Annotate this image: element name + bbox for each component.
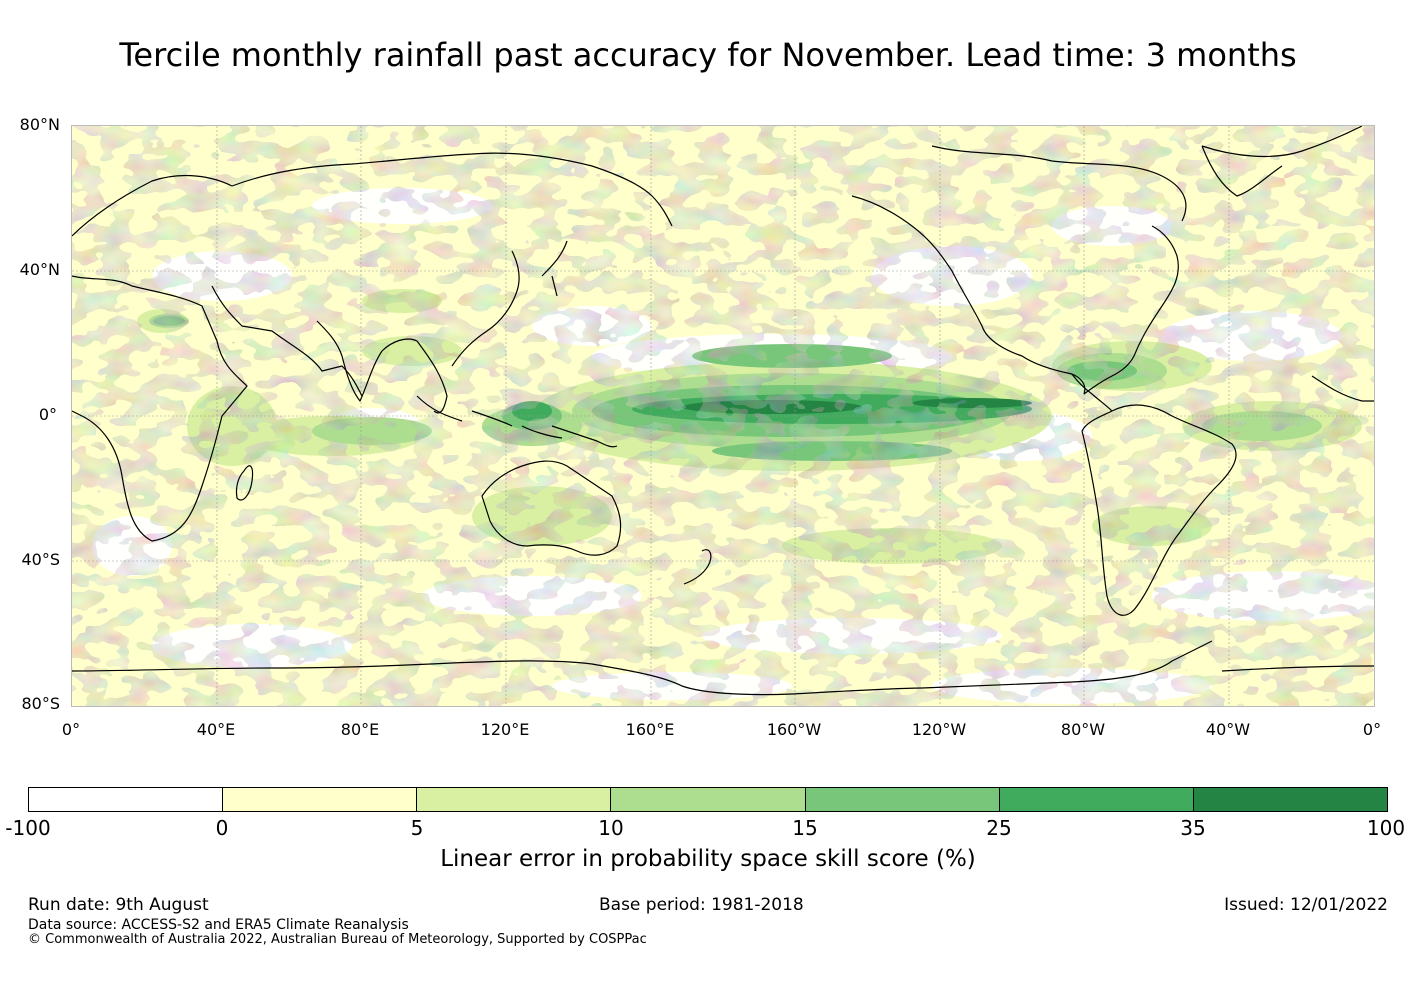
coastline-greenland <box>1201 126 1363 197</box>
graticule <box>72 126 1374 706</box>
coastline-australia <box>481 460 622 556</box>
map-title: Tercile monthly rainfall past accuracy f… <box>119 36 1297 74</box>
skill-score-map <box>71 125 1375 707</box>
colorbar-tick: 10 <box>598 816 624 840</box>
lon-label-120e: 120°E <box>480 720 530 739</box>
colorbar-label: Linear error in probability space skill … <box>440 846 976 872</box>
coastline-canada-arctic <box>931 145 1187 222</box>
colorbar-segment <box>417 788 612 811</box>
colorbar-segment <box>611 788 806 811</box>
colorbar-tick: 5 <box>410 816 424 840</box>
colorbar-tick: -100 <box>5 816 51 840</box>
colorbar-segment <box>29 788 224 811</box>
issued-date: Issued: 12/01/2022 <box>1224 895 1388 915</box>
colorbar-segment <box>805 788 1000 811</box>
lat-label-80n: 80°N <box>19 115 60 134</box>
lat-label-80s: 80°S <box>21 694 60 713</box>
coastline-west-africa-right <box>1311 375 1374 402</box>
lon-label-120w: 120°W <box>911 720 967 739</box>
coastline-central-america <box>1071 373 1113 412</box>
coastlines <box>72 126 1374 696</box>
coastline-japan <box>541 240 568 297</box>
run-date: Run date: 9th August <box>28 895 209 915</box>
coastline-europe-arabia <box>72 174 363 397</box>
base-period: Base period: 1981-2018 <box>599 895 804 915</box>
coastline-asia-north <box>231 152 673 227</box>
colorbar-segment <box>1193 788 1387 811</box>
coastline-north-america-west <box>851 195 1086 395</box>
lon-label-40w: 40°W <box>1205 720 1251 739</box>
coastline-new-zealand <box>683 549 712 585</box>
lon-label-0-right: 0° <box>1362 720 1382 739</box>
data-source: Data source: ACCESS-S2 and ERA5 Climate … <box>28 917 409 933</box>
map-canvas <box>72 126 1374 706</box>
lon-label-160e: 160°E <box>625 720 675 739</box>
colorbar-segment <box>223 788 418 811</box>
colorbar-tick: 35 <box>1180 816 1206 840</box>
lat-label-40n: 40°N <box>19 260 60 279</box>
coastline-indonesia <box>416 395 563 439</box>
lat-label-40s: 40°S <box>21 550 60 569</box>
lon-label-160w: 160°W <box>766 720 822 739</box>
lon-label-80w: 80°W <box>1060 720 1106 739</box>
colorbar-tick: 100 <box>1366 816 1406 840</box>
coastline-india <box>316 320 418 402</box>
lon-label-40e: 40°E <box>196 720 236 739</box>
lon-label-0-left: 0° <box>61 720 81 739</box>
colorbar-tick: 0 <box>215 816 229 840</box>
coastline-madagascar <box>235 465 254 501</box>
coastline-new-guinea <box>551 425 618 448</box>
speckle-texture <box>72 126 1374 706</box>
colorbar-tick: 15 <box>792 816 818 840</box>
lon-label-80e: 80°E <box>340 720 380 739</box>
colorbar-tick: 25 <box>986 816 1012 840</box>
lat-label-eq: 0° <box>38 405 57 424</box>
colorbar <box>28 787 1388 812</box>
coastline-antarctica <box>72 640 1374 696</box>
coastline-africa <box>72 275 248 542</box>
copyright: © Commonwealth of Australia 2022, Austra… <box>28 932 647 947</box>
colorbar-segment <box>999 788 1194 811</box>
coastline-north-america-east <box>1083 225 1179 395</box>
coastline-se-asia <box>416 250 520 414</box>
coastline-south-america <box>1081 404 1237 616</box>
